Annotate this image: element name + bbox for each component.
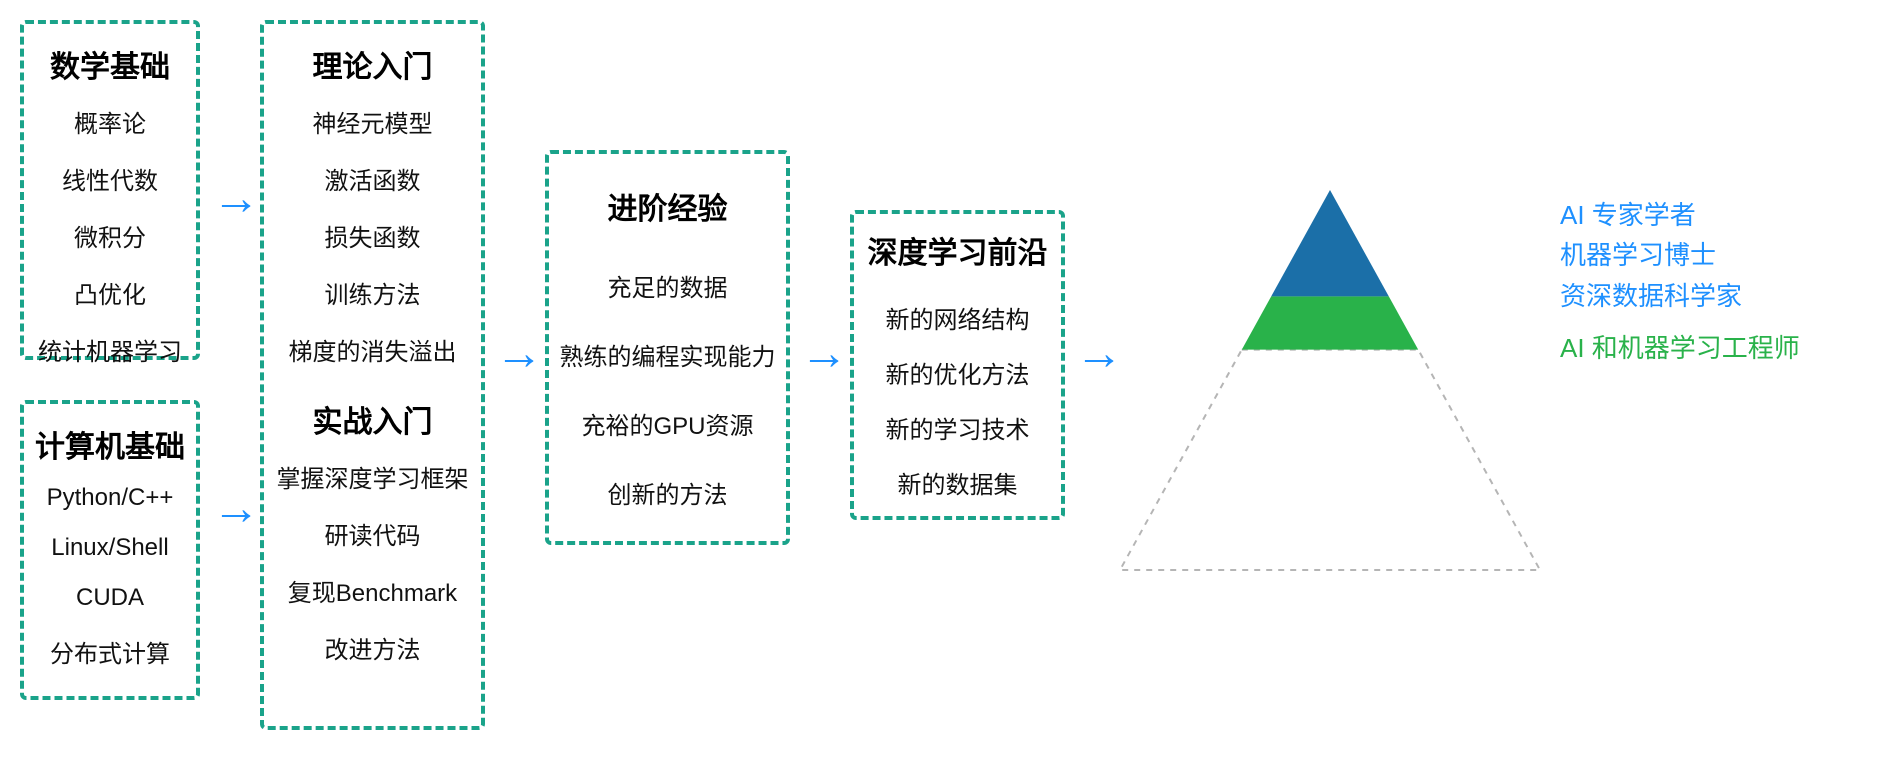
item: 新的网络结构 <box>862 300 1053 335</box>
item: 掌握深度学习框架 <box>272 459 473 494</box>
title-cs-basics: 计算机基础 <box>32 422 188 466</box>
arrow-icon: → <box>1075 330 1123 378</box>
pyramid-icon <box>1120 170 1540 590</box>
pyramid-labels: AI 专家学者 机器学习博士 资深数据科学家 AI 和机器学习工程师 <box>1560 195 1800 368</box>
item: Linux/Shell <box>32 534 188 562</box>
box-advanced: 进阶经验 充足的数据 熟练的编程实现能力 充裕的GPU资源 创新的方法 <box>545 150 790 545</box>
item: 分布式计算 <box>32 634 188 669</box>
item: 研读代码 <box>272 516 473 551</box>
box-math-basics: 数学基础 概率论 线性代数 微积分 凸优化 统计机器学习 <box>20 20 200 360</box>
item: 新的数据集 <box>862 465 1053 500</box>
item: 概率论 <box>32 104 188 139</box>
box-cs-basics: 计算机基础 Python/C++ Linux/Shell CUDA 分布式计算 <box>20 400 200 700</box>
item: 神经元模型 <box>272 104 473 139</box>
item: 凸优化 <box>32 275 188 310</box>
arrow-icon: → <box>800 330 848 378</box>
pyramid-label-blue: 资深数据科学家 <box>1560 276 1800 316</box>
item: 梯度的消失溢出 <box>272 332 473 367</box>
item: 充裕的GPU资源 <box>557 406 778 441</box>
title-advanced: 进阶经验 <box>557 184 778 228</box>
item: 训练方法 <box>272 275 473 310</box>
item: 改进方法 <box>272 630 473 665</box>
item: 统计机器学习 <box>32 332 188 367</box>
item: 熟练的编程实现能力 <box>557 337 778 372</box>
title-math-basics: 数学基础 <box>32 42 188 86</box>
item: 激活函数 <box>272 161 473 196</box>
arrow-icon: → <box>212 485 260 533</box>
title-practice-intro: 实战入门 <box>272 397 473 441</box>
diagram-stage: 数学基础 概率论 线性代数 微积分 凸优化 统计机器学习 计算机基础 Pytho… <box>0 0 1880 760</box>
box-intro: 理论入门 神经元模型 激活函数 损失函数 训练方法 梯度的消失溢出 实战入门 掌… <box>260 20 485 730</box>
pyramid-label-blue: 机器学习博士 <box>1560 235 1800 275</box>
item: 创新的方法 <box>557 475 778 510</box>
pyramid-label-green: AI 和机器学习工程师 <box>1560 328 1800 368</box>
title-theory-intro: 理论入门 <box>272 42 473 86</box>
item: CUDA <box>32 584 188 612</box>
item: 线性代数 <box>32 161 188 196</box>
item: 新的优化方法 <box>862 355 1053 390</box>
item: Python/C++ <box>32 484 188 512</box>
arrow-icon: → <box>212 175 260 223</box>
item: 新的学习技术 <box>862 410 1053 445</box>
title-frontier: 深度学习前沿 <box>862 228 1053 272</box>
item: 复现Benchmark <box>272 573 473 608</box>
item: 微积分 <box>32 218 188 253</box>
item: 充足的数据 <box>557 268 778 303</box>
arrow-icon: → <box>495 330 543 378</box>
pyramid-label-blue: AI 专家学者 <box>1560 195 1800 235</box>
box-frontier: 深度学习前沿 新的网络结构 新的优化方法 新的学习技术 新的数据集 <box>850 210 1065 520</box>
item: 损失函数 <box>272 218 473 253</box>
